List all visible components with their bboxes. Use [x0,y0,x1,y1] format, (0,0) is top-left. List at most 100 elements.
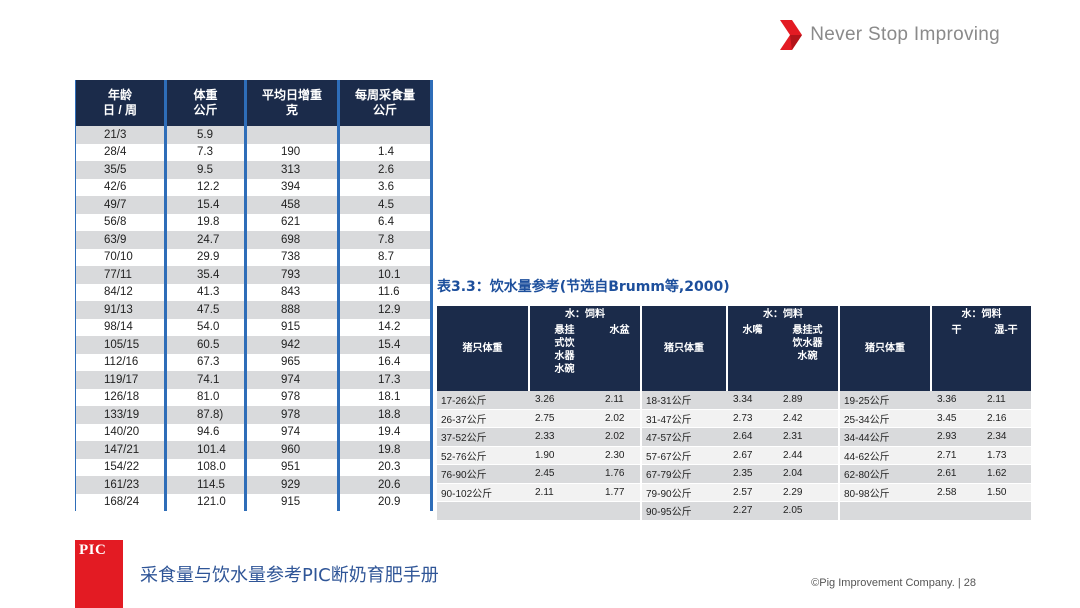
pic-logo-text: PIC [79,542,107,558]
table-cell: 942 [245,336,340,354]
table-cell: 74.1 [165,371,247,389]
table-cell: 2.29 [777,483,840,502]
table-cell: 168/24 [75,493,167,511]
table-row: 140/20 94.6 974 19.4 [75,423,433,441]
table-cell: 42/6 [75,178,167,196]
table-cell: 47.5 [165,301,247,319]
table-cell: 126/18 [75,388,167,406]
table-cell: 19.8 [165,213,247,231]
table-cell: 147/21 [75,441,167,459]
growth-table: 年龄日 / 周 体重 公斤 平均日增重克 每周采食量 公斤 21/3 5.9 28/4 7… [75,80,433,511]
sub-basin: 水盆 [599,321,641,391]
table-cell: 2.45 [529,464,599,484]
table-cell: 52-76公斤 [437,446,529,465]
table-cell: 17.3 [338,371,433,389]
table-row: 147/21 101.4 960 19.8 [75,441,433,459]
table-cell [437,501,529,521]
table-cell: 79-90公斤 [641,483,727,502]
table-cell: 2.31 [777,427,840,447]
table-cell: 44-62公斤 [839,446,931,465]
table-row: 63/9 24.7 698 7.8 [75,231,433,249]
table-row: 98/14 54.0 915 14.2 [75,318,433,336]
table-cell: 80-98公斤 [839,483,931,502]
table-cell: 2.71 [931,446,981,465]
table-cell: 18.1 [338,388,433,406]
table-cell: 5.9 [165,126,247,144]
table-cell: 1.62 [981,464,1031,484]
water-table-caption: 表3.3：饮水量参考(节选自Brumm等,2000) [437,279,730,295]
table-row: 42/6 12.2 394 3.6 [75,178,433,196]
table-cell: 793 [245,266,340,284]
table-cell: 133/19 [75,406,167,424]
table-row: 154/22 108.0 951 20.3 [75,458,433,476]
table-cell: 2.34 [981,427,1031,447]
table-row: 52-76公斤 1.90 2.30 57-67公斤 2.67 2.44 44-62公斤 2.7… [437,446,1031,465]
table-row: 90-95公斤 2.27 2.05 [437,501,1031,521]
table-cell: 3.45 [931,409,981,428]
table-cell: 1.77 [599,483,642,502]
table-cell: 1.90 [529,446,599,465]
ratio-header-3: 水：饲料 [931,306,1031,321]
table-cell: 3.36 [931,391,981,410]
table-cell: 2.58 [931,483,981,502]
table-cell: 67-79公斤 [641,464,727,484]
table-cell: 2.67 [727,446,777,465]
table-cell: 10.1 [338,266,433,284]
brand-header: Never Stop Improving [780,20,1000,50]
table-cell: 978 [245,388,340,406]
table-cell: 101.4 [165,441,247,459]
table-cell: 960 [245,441,340,459]
table-cell: 35.4 [165,266,247,284]
table-cell: 90-95公斤 [641,501,727,521]
table-cell: 34-44公斤 [839,427,931,447]
table-cell: 2.64 [727,427,777,447]
table-cell: 112/16 [75,353,167,371]
table-cell: 2.42 [777,409,840,428]
table-cell [981,501,1031,521]
table-cell: 190 [245,143,340,161]
table-row: 161/23 114.5 929 20.6 [75,476,433,494]
table-cell: 41.3 [165,283,247,301]
table-row: 77/11 35.4 793 10.1 [75,266,433,284]
table-cell: 91/13 [75,301,167,319]
table-row: 26-37公斤 2.75 2.02 31-47公斤 2.73 2.42 25-34公斤 3.4… [437,409,1031,428]
table-cell: 56/8 [75,213,167,231]
table-row: 21/3 5.9 [75,126,433,144]
table-cell: 105/15 [75,336,167,354]
table-cell: 63/9 [75,231,167,249]
table-cell: 394 [245,178,340,196]
table-cell: 98/14 [75,318,167,336]
table-cell: 62-80公斤 [839,464,931,484]
table-cell: 3.6 [338,178,433,196]
table-cell: 951 [245,458,340,476]
sub-wet-dry: 湿-干 [981,321,1031,391]
table-cell: 35/5 [75,161,167,179]
table-row: 56/8 19.8 621 6.4 [75,213,433,231]
table-cell: 978 [245,406,340,424]
table-row: 84/12 41.3 843 11.6 [75,283,433,301]
table-row: 37-52公斤 2.33 2.02 47-57公斤 2.64 2.31 34-44公斤 2.9… [437,427,1031,447]
sub-dry: 干 [931,321,981,391]
ratio-header-2: 水：饲料 [727,306,839,321]
table-row: 119/17 74.1 974 17.3 [75,371,433,389]
footer-title: 采食量与饮水量参考PIC断奶育肥手册 [140,565,439,586]
table-cell: 313 [245,161,340,179]
table-row: 126/18 81.0 978 18.1 [75,388,433,406]
table-cell: 2.6 [338,161,433,179]
table-cell: 28/4 [75,143,167,161]
table-cell: 458 [245,196,340,214]
table-cell: 15.4 [165,196,247,214]
sub-nipple: 水嘴 [727,321,777,391]
table-cell: 18-31公斤 [641,391,727,410]
weight-header-1: 猪只体重 [437,306,530,391]
table-cell: 77/11 [75,266,167,284]
sub-hanging-bowl-1: 悬挂 式饮 水器 水碗 [529,321,599,391]
table-cell: 94.6 [165,423,247,441]
table-cell [931,501,981,521]
table-cell: 2.27 [727,501,777,521]
table-cell: 19-25公斤 [839,391,931,410]
table-cell: 1.73 [981,446,1031,465]
col-weight-header: 体重 公斤 [165,80,247,126]
table-cell: 17-26公斤 [437,391,529,410]
table-cell: 7.8 [338,231,433,249]
